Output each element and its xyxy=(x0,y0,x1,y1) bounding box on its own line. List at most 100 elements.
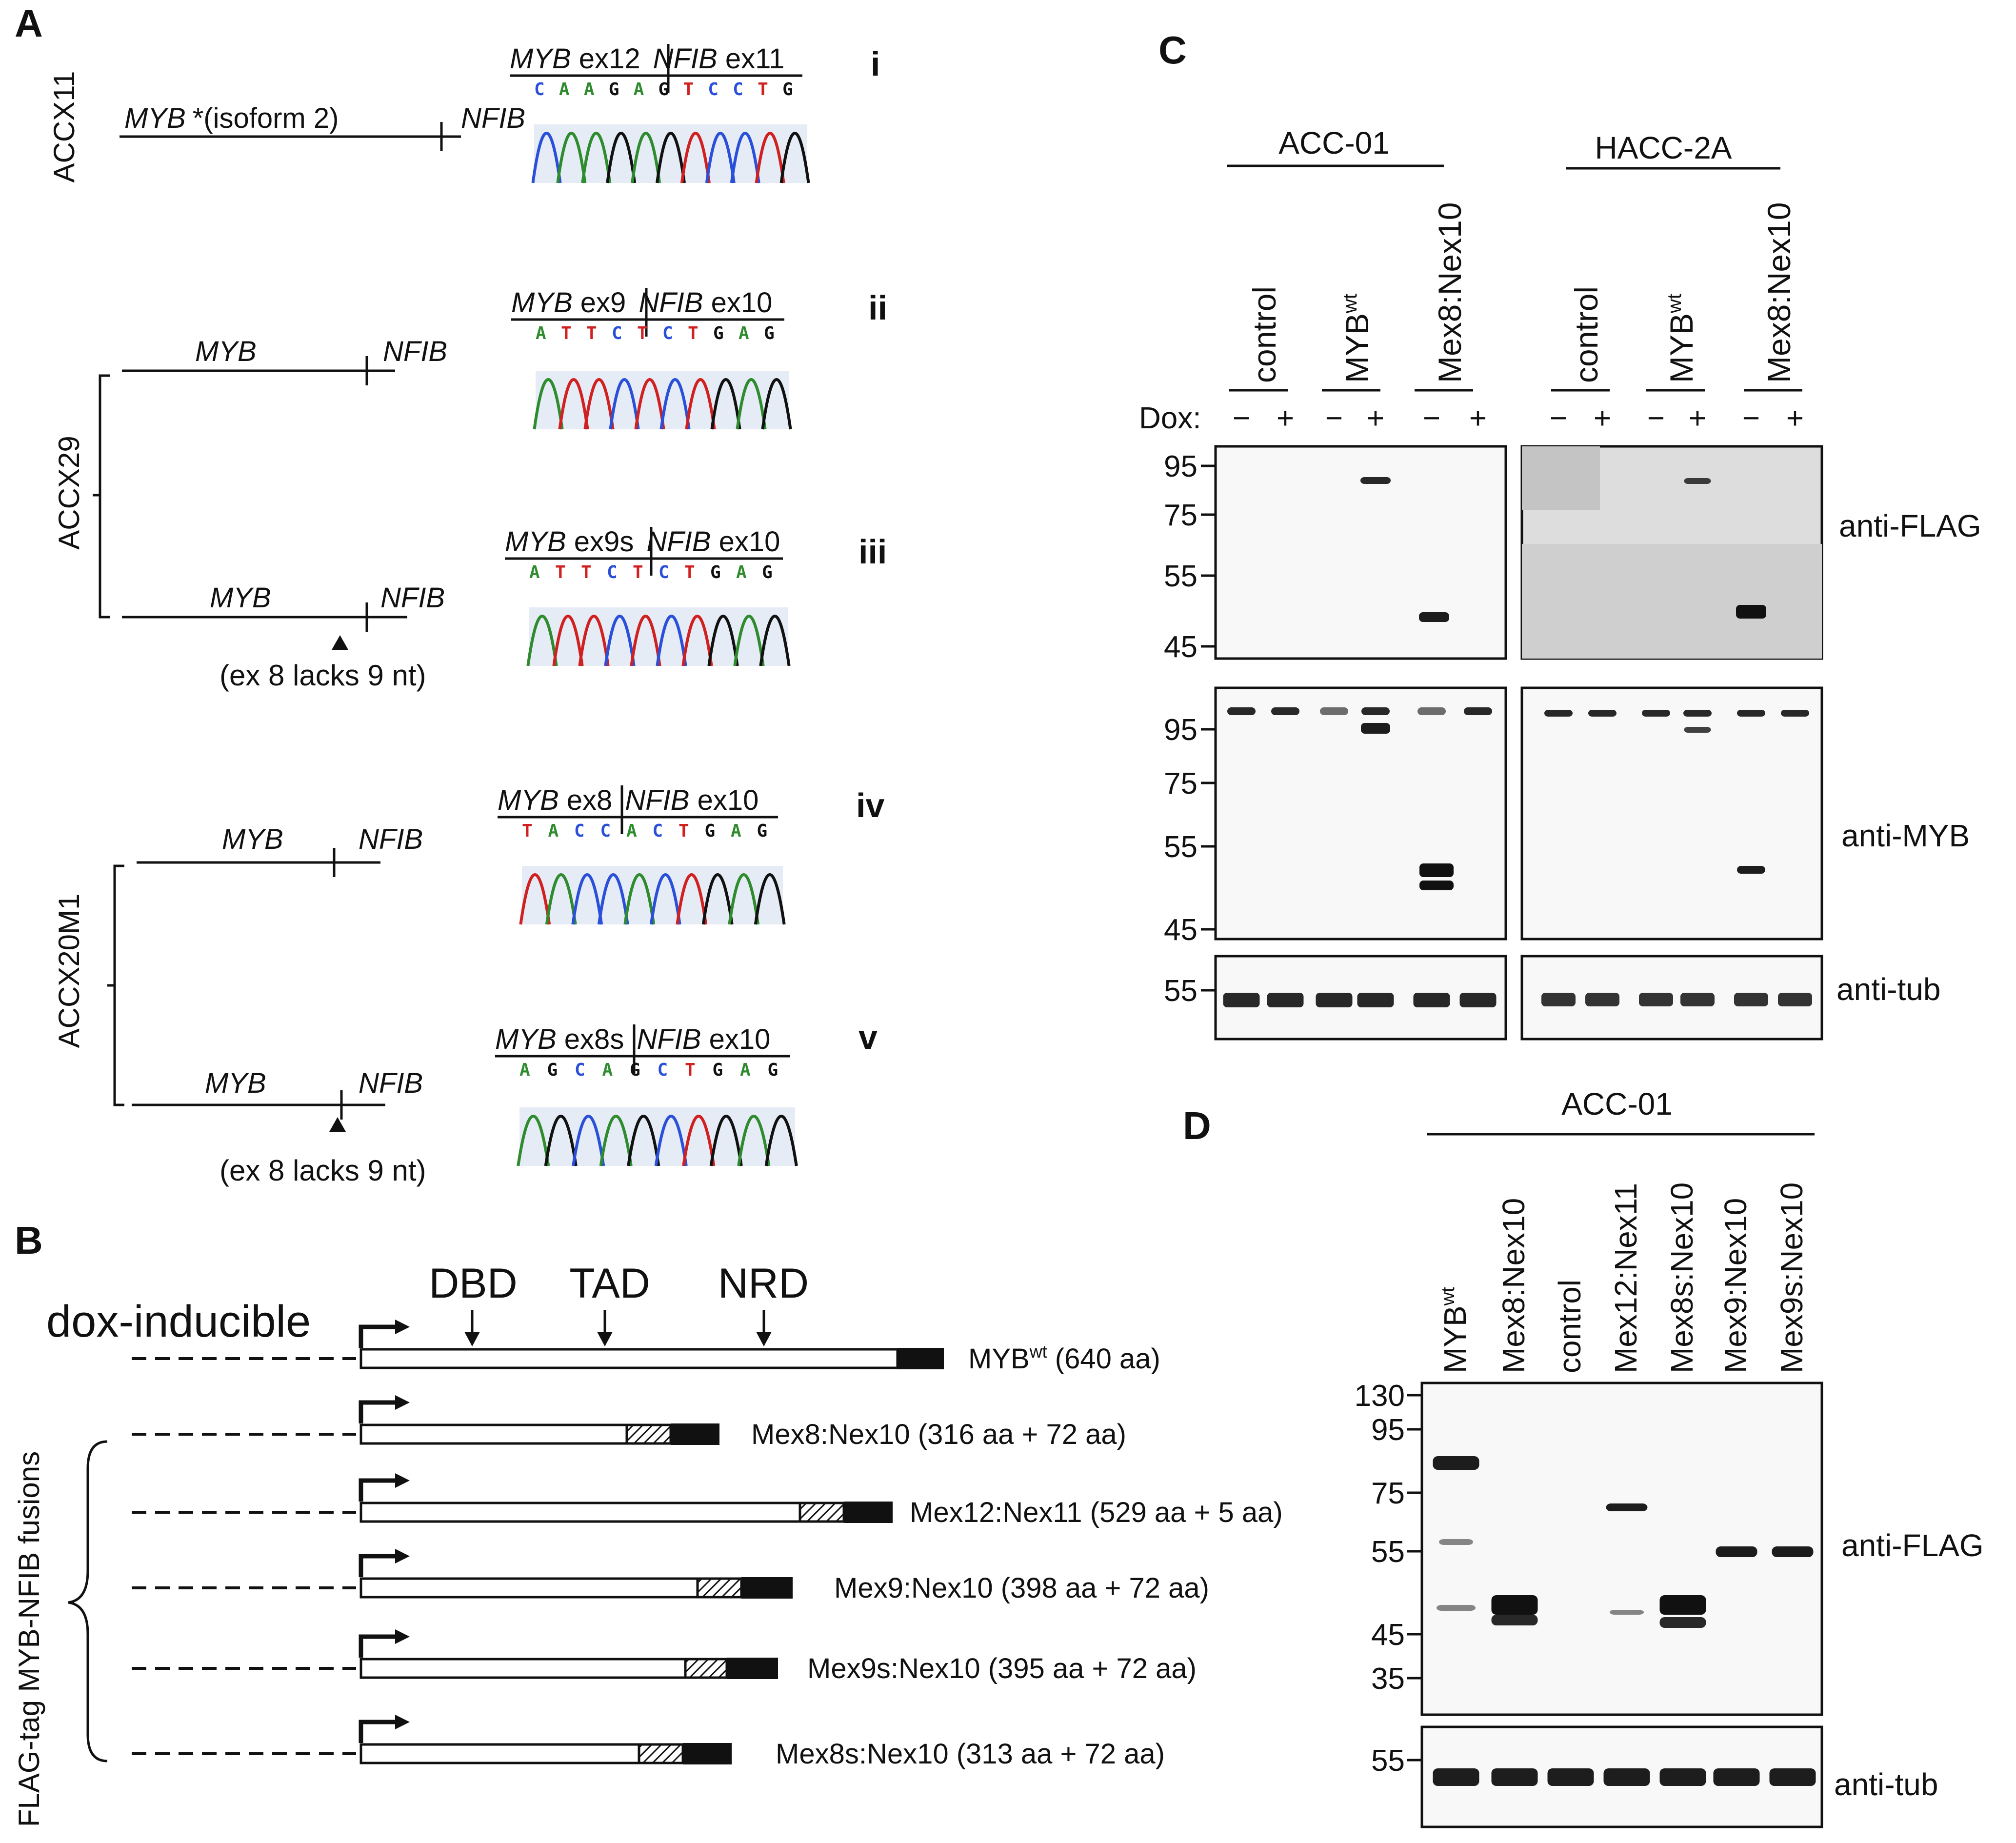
band xyxy=(1223,993,1260,1007)
accx11-fusion-diagram: MYB *(isoform 2) NFIB xyxy=(120,102,525,151)
lane-label: MYBwt xyxy=(1437,1287,1473,1373)
sample-label-accx29: ACCX29 xyxy=(53,436,85,549)
band xyxy=(1684,727,1711,733)
band xyxy=(1433,1456,1479,1470)
junction-header: MYB ex12 NFIB ex11 xyxy=(510,43,784,75)
trace-peak xyxy=(531,132,562,183)
domain-dbd: DBD xyxy=(429,1260,518,1307)
band xyxy=(1684,478,1711,484)
fusions-bracket xyxy=(68,1440,108,1763)
band xyxy=(1491,1768,1538,1786)
sample-label-accx11: ACCX11 xyxy=(48,71,80,183)
accx11-nfib-label: NFIB xyxy=(461,102,525,134)
band xyxy=(1659,1768,1706,1786)
construct-label: Mex8:Nex10 (316 aa + 72 aa) xyxy=(751,1419,1126,1450)
band xyxy=(1642,710,1670,717)
band xyxy=(1361,707,1390,715)
base-T: T xyxy=(688,323,699,343)
base-C: C xyxy=(658,1060,668,1080)
band xyxy=(1544,710,1573,717)
trace-peak xyxy=(709,1115,743,1166)
base-A: A xyxy=(739,323,749,343)
construct-label: Mex9s:Nex10 (395 aa + 72 aa) xyxy=(807,1653,1197,1684)
base-A: A xyxy=(519,1060,530,1080)
mw-marker: 55 xyxy=(1371,1535,1405,1569)
band xyxy=(1320,707,1348,715)
trace-peak xyxy=(604,615,636,666)
blot-c-flag-acc01 xyxy=(1214,445,1507,660)
construct-2: Mex8:Nex10 (316 aa + 72 aa) xyxy=(132,1395,1126,1450)
band xyxy=(1781,710,1809,717)
trace-peak xyxy=(754,873,786,925)
trace-peak xyxy=(764,1115,798,1166)
accx29-nfib-label: NFIB xyxy=(383,336,447,367)
trace-peak xyxy=(597,873,629,925)
dox-plus: + xyxy=(1594,401,1611,435)
trace-peak xyxy=(609,378,640,430)
panel-b-label: B xyxy=(15,1219,43,1262)
roman-iv: iv xyxy=(856,786,884,824)
base-C: C xyxy=(575,1060,585,1080)
mw-marker: 55 xyxy=(1371,1744,1405,1778)
base-G: G xyxy=(609,80,619,100)
mw-marker: 95 xyxy=(1164,713,1198,747)
panel-a-label: A xyxy=(15,1,43,45)
mw-marker: 45 xyxy=(1164,630,1198,664)
fusions-label: FLAG-tag MYB-NFIB fusions xyxy=(13,1451,45,1827)
trace-peak xyxy=(649,873,681,925)
mw-marker: 35 xyxy=(1371,1662,1405,1696)
trace-peak xyxy=(581,132,612,183)
band xyxy=(1737,710,1765,717)
base-G: G xyxy=(547,1060,558,1080)
accx20m1-myb-label-2: MYB xyxy=(205,1067,266,1099)
trace-peak xyxy=(730,132,760,183)
blot-c-flag xyxy=(1214,445,1823,660)
accx29-myb-label-2: MYB xyxy=(210,582,271,614)
dox-signs: − + − + − + − + − + − + xyxy=(1233,401,1804,435)
band xyxy=(1547,1768,1594,1786)
band xyxy=(1357,993,1394,1007)
dox-minus: − xyxy=(1742,401,1760,435)
trace-peak xyxy=(606,132,637,183)
construct-1: MYBwt (640 aa) xyxy=(132,1320,1160,1375)
band xyxy=(1713,1768,1760,1786)
base-G: G xyxy=(713,323,724,343)
base-T: T xyxy=(555,562,566,582)
lane-label: control xyxy=(1568,286,1604,383)
base-G: G xyxy=(659,80,669,100)
base-A: A xyxy=(731,821,741,841)
trace-peak xyxy=(656,615,687,666)
trace-peak xyxy=(682,1115,716,1166)
trace-peak xyxy=(627,1115,660,1166)
trace-peak xyxy=(710,378,741,430)
band xyxy=(1267,993,1304,1007)
band xyxy=(1778,993,1812,1006)
band xyxy=(1361,723,1390,734)
base-G: G xyxy=(782,80,793,100)
band xyxy=(1639,993,1673,1006)
dox-plus: + xyxy=(1786,401,1804,435)
lane-label: Mex12:Nex11 xyxy=(1608,1183,1643,1373)
cell-line-d: ACC-01 xyxy=(1561,1086,1673,1122)
dox-plus: + xyxy=(1277,401,1294,435)
dox-plus: + xyxy=(1689,401,1706,435)
base-A: A xyxy=(548,821,559,841)
dox-minus: − xyxy=(1325,401,1343,435)
dox-inducible-label: dox-inducible xyxy=(46,1297,311,1346)
construct-label: Mex12:Nex11 (529 aa + 5 aa) xyxy=(910,1497,1283,1528)
accx29-lacks-note: (ex 8 lacks 9 nt) xyxy=(220,659,426,692)
roman-ii: ii xyxy=(868,289,887,327)
lane-label: Mex9s:Nex10 xyxy=(1774,1182,1809,1373)
roman-i: i xyxy=(871,45,880,83)
base-A: A xyxy=(740,1060,751,1080)
band xyxy=(1659,1617,1706,1628)
mw-marker: 75 xyxy=(1371,1477,1405,1510)
base-A: A xyxy=(529,562,540,582)
band xyxy=(1772,1546,1814,1557)
trace-peak xyxy=(545,873,577,925)
base-T: T xyxy=(637,323,648,343)
band xyxy=(1439,1539,1473,1545)
mw-marker: 45 xyxy=(1371,1618,1405,1652)
